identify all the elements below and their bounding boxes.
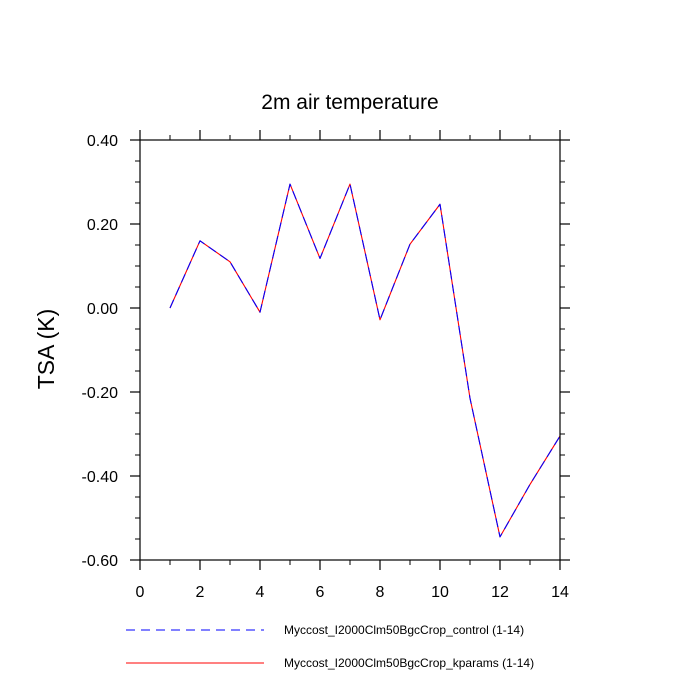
y-tick-label: -0.20 [82,385,119,402]
x-tick-label: 10 [431,584,449,601]
x-axis-ticks: 0 2 4 6 8 10 12 14 [136,130,569,601]
series-line-kparams [169,183,561,538]
y-axis-label: TSA (K) [33,309,59,390]
y-tick-label: 0.00 [87,301,118,318]
x-tick-label: 6 [316,584,325,601]
legend-label: Myccost_I2000Clm50BgcCrop_control (1-14) [284,623,524,637]
legend: Myccost_I2000Clm50BgcCrop_control (1-14)… [126,623,534,670]
x-tick-label: 12 [491,584,509,601]
series-layer [169,183,561,538]
x-tick-label: 0 [136,584,145,601]
series-line-control [169,183,561,538]
y-tick-label: -0.40 [82,469,119,486]
legend-label: Myccost_I2000Clm50BgcCrop_kparams (1-14) [284,656,534,670]
chart-title: 2m air temperature [261,91,438,114]
x-tick-label: 8 [376,584,385,601]
y-tick-label: -0.60 [82,553,119,570]
plot-frame [139,139,561,561]
x-tick-label: 4 [256,584,265,601]
y-tick-label: 0.20 [87,217,118,234]
y-axis-ticks: 0.40 0.20 0.00 -0.20 -0.40 -0.60 [82,133,570,570]
x-tick-label: 14 [551,584,569,601]
x-tick-label: 2 [196,584,205,601]
y-tick-label: 0.40 [87,133,118,150]
